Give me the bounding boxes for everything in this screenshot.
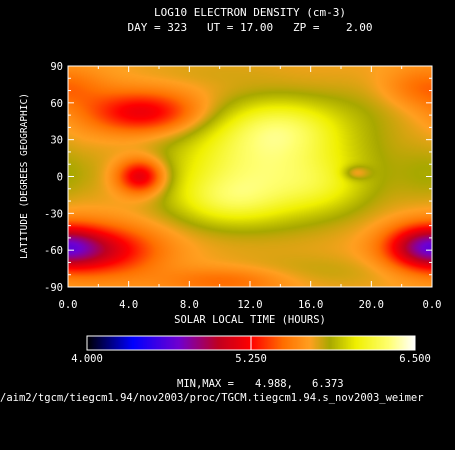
x-tick-label: 12.0 xyxy=(237,299,262,311)
y-tick-label: 30 xyxy=(50,135,63,147)
y-tick-label: -60 xyxy=(44,245,63,257)
x-tick-label: 0.0 xyxy=(423,299,442,311)
y-axis-label: LATITUDE (DEGREES GEOGRAPHIC) xyxy=(19,93,30,259)
chart-title-line-1: LOG10 ELECTRON DENSITY (cm-3) xyxy=(154,6,346,19)
minmax-label: MIN,MAX = xyxy=(177,378,234,390)
x-tick-label: 8.0 xyxy=(180,299,199,311)
colorbar xyxy=(86,335,416,351)
x-tick-label: 0.0 xyxy=(59,299,78,311)
y-tick-label: 60 xyxy=(50,98,63,110)
x-tick-labels: 0.0 4.0 8.0 12.0 16.0 20.0 0.0 xyxy=(59,299,442,311)
y-tick-label: -30 xyxy=(44,208,63,220)
x-axis-label: SOLAR LOCAL TIME (HOURS) xyxy=(174,314,326,326)
colorbar-min-label: 4.000 xyxy=(71,353,103,365)
x-tick-label: 4.0 xyxy=(119,299,138,311)
heatmap-plot-area xyxy=(68,66,432,287)
max-value: 6.373 xyxy=(312,378,344,390)
colorbar-max-label: 6.500 xyxy=(399,353,431,365)
file-path: /aim2/tgcm/tiegcm1.94/nov2003/proc/TGCM.… xyxy=(0,392,424,404)
y-tick-label: -90 xyxy=(44,282,63,294)
axis-ticks xyxy=(67,65,433,288)
y-tick-labels: 90 60 30 0 -30 -60 -90 xyxy=(44,61,63,294)
chart-title-line-2: DAY = 323 UT = 17.00 ZP = 2.00 xyxy=(127,21,372,34)
y-tick-label: 0 xyxy=(57,172,63,184)
y-tick-label: 90 xyxy=(50,61,63,73)
min-value: 4.988, xyxy=(255,378,293,390)
x-tick-label: 20.0 xyxy=(359,299,384,311)
colorbar-mid-label: 5.250 xyxy=(235,353,267,365)
x-tick-label: 16.0 xyxy=(298,299,323,311)
